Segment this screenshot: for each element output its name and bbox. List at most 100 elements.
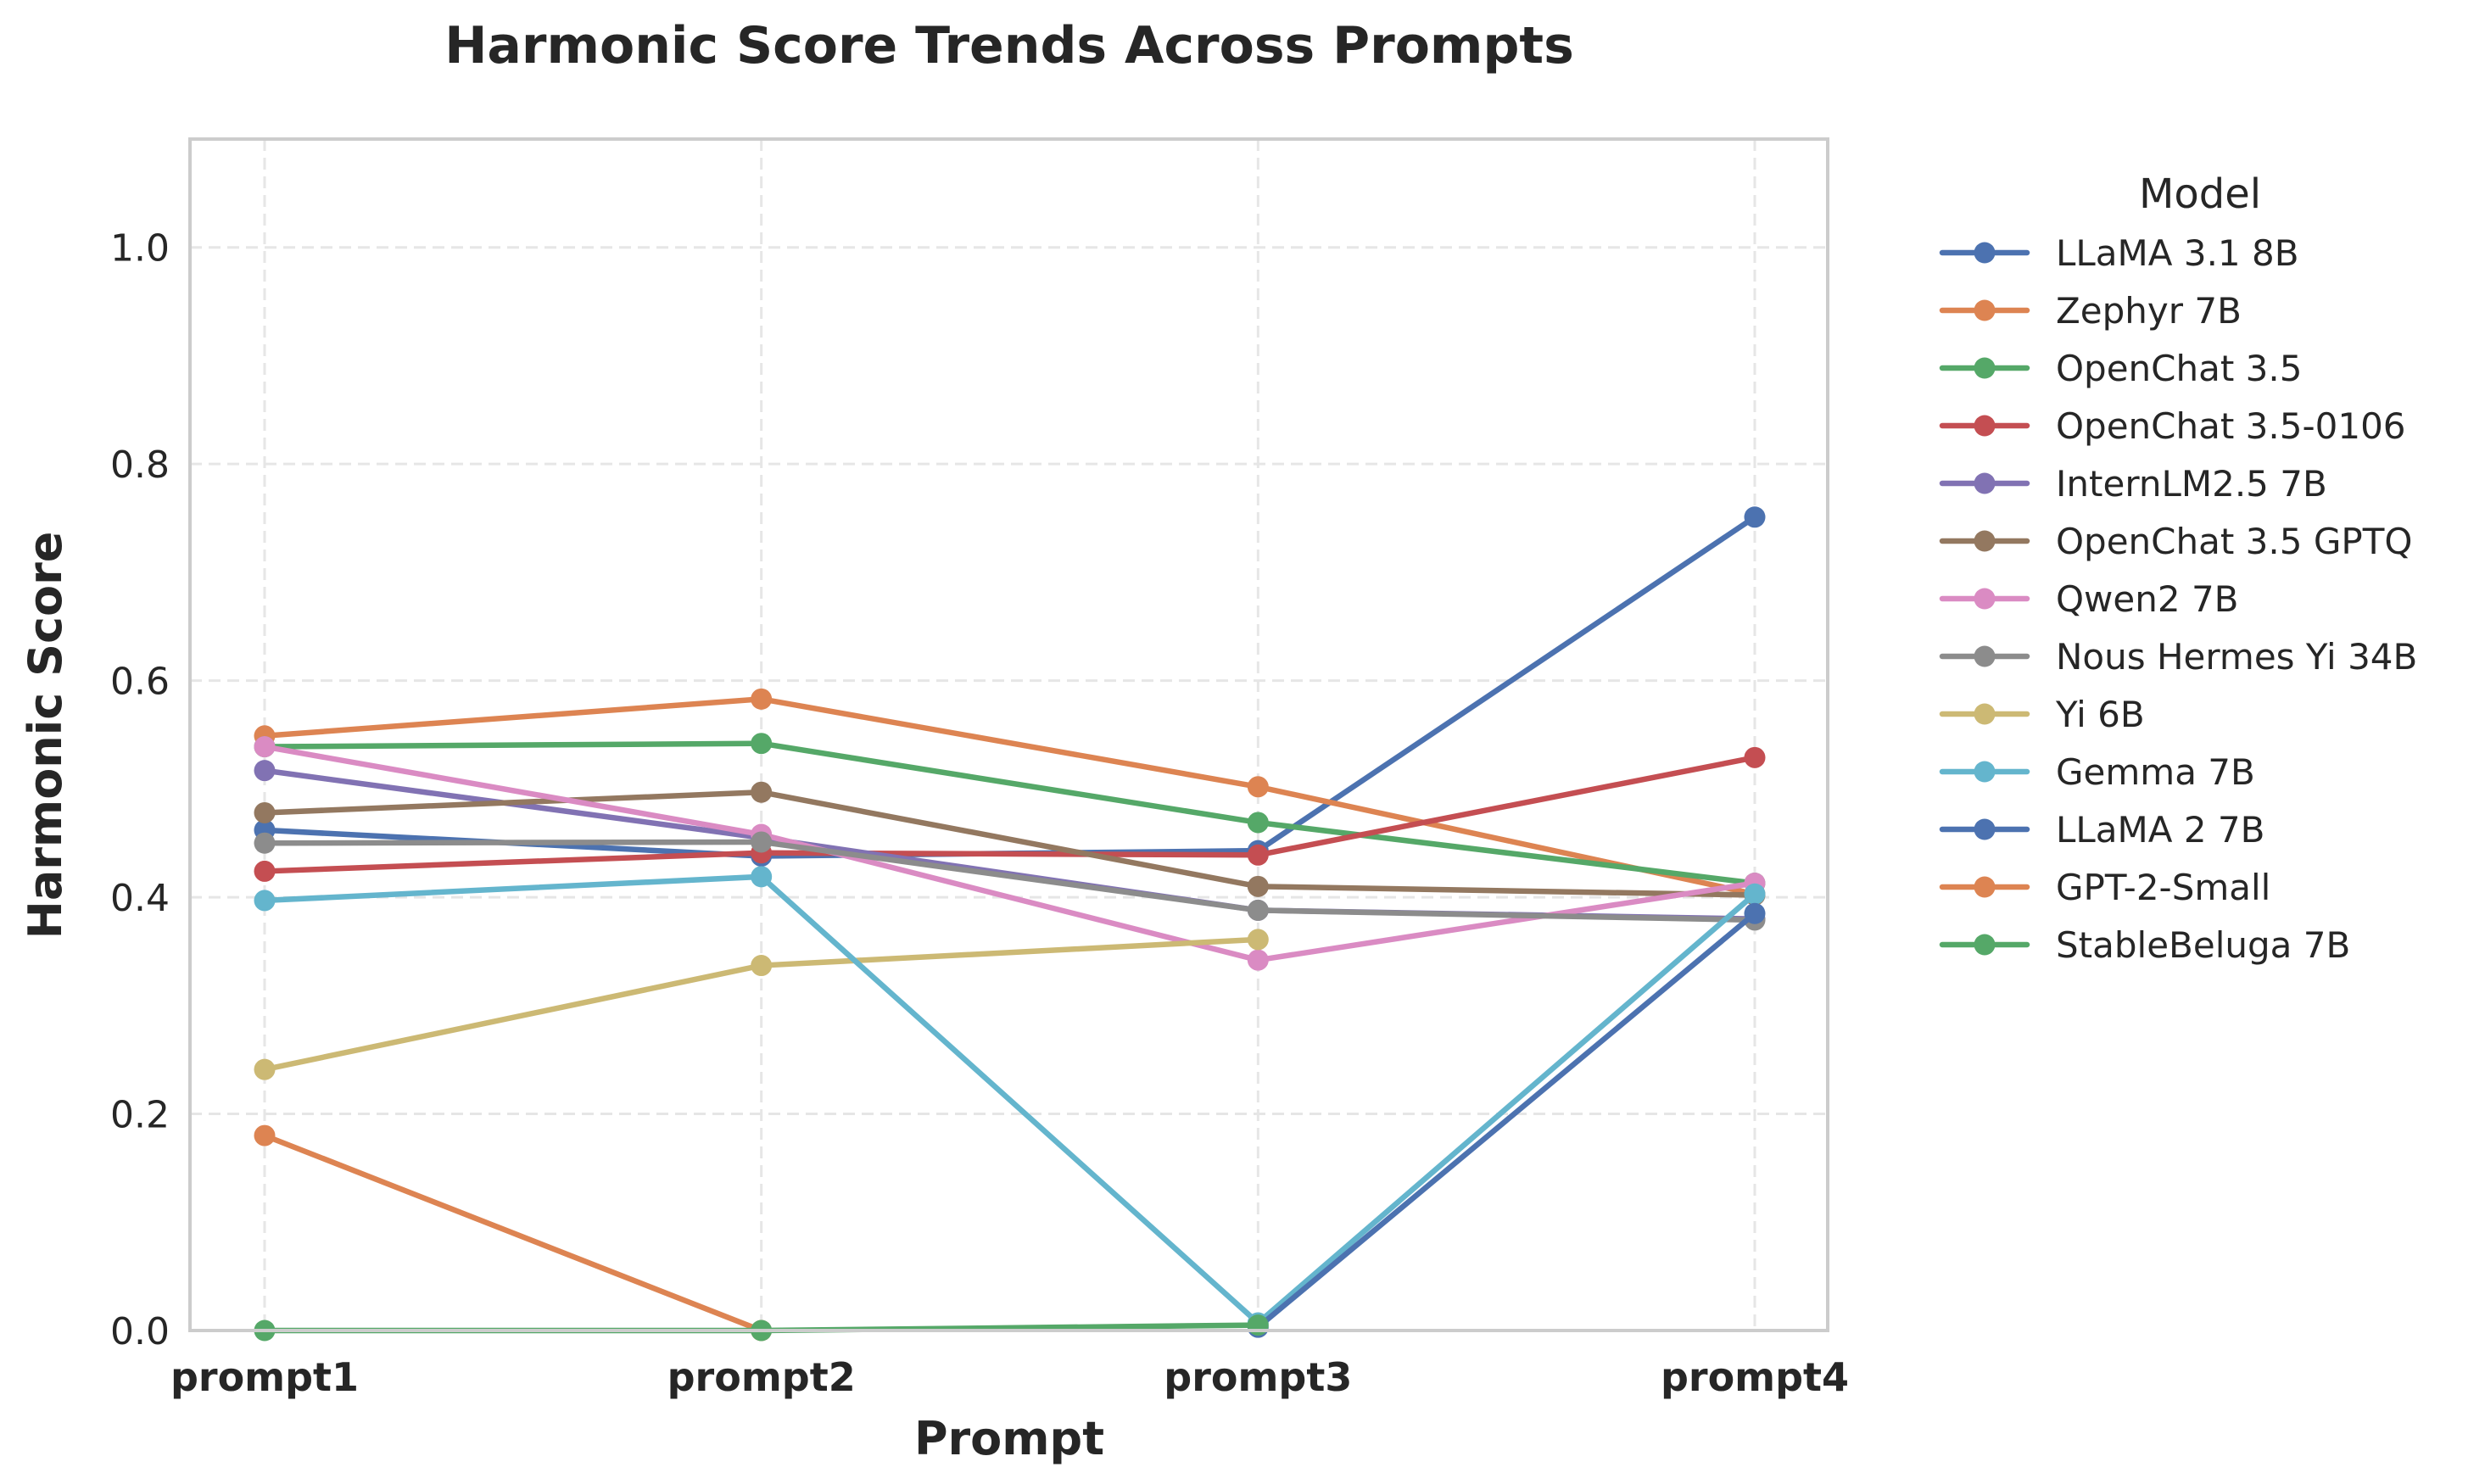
data-point [1744, 746, 1766, 768]
data-point [1247, 949, 1269, 971]
legend-label: OpenChat 3.5 GPTQ [2056, 521, 2412, 562]
data-point [1247, 812, 1269, 834]
legend: Model LLaMA 3.1 8B Zephyr 7B OpenChat 3.5 Op… [1939, 170, 2417, 966]
data-point [1744, 506, 1766, 528]
data-point [751, 866, 773, 888]
series-openchat-3-5 [254, 733, 1766, 894]
plot-series [254, 506, 1766, 1342]
series-line [1255, 911, 1758, 1331]
data-point [254, 801, 276, 823]
legend-item: OpenChat 3.5 GPTQ [1939, 521, 2412, 562]
axis-ticks: 0.0 0.2 0.4 0.6 0.8 1.0 prompt1 prompt2 prompt3 p… [110, 227, 1849, 1400]
series-line [261, 696, 1758, 897]
data-point [1247, 929, 1269, 951]
series-gpt-2-small [254, 1124, 773, 1342]
data-point [751, 831, 773, 853]
data-point [1744, 902, 1766, 924]
legend-label: Gemma 7B [2056, 751, 2255, 793]
legend-label: Nous Hermes Yi 34B [2056, 636, 2417, 678]
legend-swatch-marker [1974, 645, 1996, 667]
series-llama-2-7b [1247, 902, 1766, 1338]
series-openchat-3-5-0106 [254, 746, 1766, 882]
legend-label: LLaMA 2 7B [2056, 809, 2264, 851]
x-axis-label: Prompt [914, 1412, 1104, 1465]
legend-swatch-marker [1974, 588, 1996, 610]
data-point [751, 733, 773, 755]
legend-swatch-marker [1974, 472, 1996, 494]
data-point [751, 955, 773, 977]
legend-label: LLaMA 3.1 8B [2056, 232, 2299, 274]
legend-item: Gemma 7B [1939, 751, 2255, 793]
legend-label: InternLM2.5 7B [2056, 463, 2327, 505]
legend-label: OpenChat 3.5 [2056, 348, 2302, 389]
legend-swatch-marker [1974, 761, 1996, 783]
data-point [254, 736, 276, 758]
legend-item: Yi 6B [1939, 694, 2145, 735]
data-point [1744, 883, 1766, 905]
y-tick-label: 1.0 [110, 227, 170, 271]
legend-swatch-marker [1974, 357, 1996, 379]
data-point [751, 688, 773, 710]
series-yi-6b [254, 929, 1269, 1080]
data-point [1247, 1314, 1269, 1336]
legend-item: GPT-2-Small [1939, 867, 2270, 908]
legend-swatch-marker [1974, 703, 1996, 725]
series-line [261, 755, 1758, 874]
legend-label: Zephyr 7B [2056, 290, 2242, 332]
series-gemma-7b [254, 866, 1766, 1334]
legend-item: LLaMA 2 7B [1939, 809, 2264, 851]
legend-item: Qwen2 7B [1939, 578, 2238, 620]
legend-label: GPT-2-Small [2056, 867, 2270, 908]
legend-item: LLaMA 3.1 8B [1939, 232, 2299, 274]
data-point [1247, 776, 1269, 798]
y-tick-label: 0.8 [110, 444, 170, 487]
legend-swatch-marker [1974, 876, 1996, 898]
data-point [1247, 844, 1269, 866]
legend-item: Zephyr 7B [1939, 290, 2242, 332]
legend-title: Model [2139, 170, 2261, 218]
legend-label: Qwen2 7B [2056, 578, 2238, 620]
data-point [254, 760, 276, 782]
x-tick-label: prompt1 [170, 1354, 359, 1400]
series-line [261, 873, 1758, 1326]
legend-swatch-marker [1974, 934, 1996, 956]
y-tick-label: 0.0 [110, 1310, 170, 1353]
legend-item: InternLM2.5 7B [1939, 463, 2327, 505]
y-axis-label: Harmonic Score [19, 532, 72, 940]
legend-label: Yi 6B [2055, 694, 2145, 735]
legend-item: OpenChat 3.5 [1939, 348, 2302, 389]
legend-swatch-marker [1974, 530, 1996, 552]
y-tick-label: 0.6 [110, 661, 170, 704]
data-point [254, 832, 276, 854]
series-line [261, 740, 1758, 886]
legend-item: StableBeluga 7B [1939, 924, 2350, 966]
data-point [1247, 875, 1269, 897]
series-line [261, 744, 1758, 963]
series-line [261, 789, 1758, 898]
legend-swatch-marker [1974, 415, 1996, 437]
legend-swatch-marker [1974, 818, 1996, 840]
plot-frame [188, 137, 1829, 1332]
chart-title: Harmonic Score Trends Across Prompts [444, 16, 1574, 75]
x-tick-label: prompt3 [1164, 1354, 1352, 1400]
x-tick-label: prompt2 [667, 1354, 856, 1400]
data-point [254, 860, 276, 882]
series-llama-3-1-8b [254, 506, 1766, 868]
data-point [1247, 899, 1269, 921]
legend-swatch-marker [1974, 242, 1996, 264]
data-point [254, 890, 276, 912]
legend-label: StableBeluga 7B [2056, 924, 2350, 966]
y-tick-label: 0.4 [110, 877, 170, 920]
data-point [751, 781, 773, 803]
data-point [254, 1058, 276, 1080]
grid-lines [190, 139, 1828, 1332]
x-tick-label: prompt4 [1661, 1354, 1849, 1400]
legend-label: OpenChat 3.5-0106 [2056, 405, 2406, 447]
series-line [261, 1132, 764, 1334]
data-point [254, 1124, 276, 1146]
series-line [261, 839, 1758, 923]
legend-item: OpenChat 3.5-0106 [1939, 405, 2406, 447]
y-tick-label: 0.2 [110, 1094, 170, 1137]
legend-swatch-marker [1974, 299, 1996, 321]
